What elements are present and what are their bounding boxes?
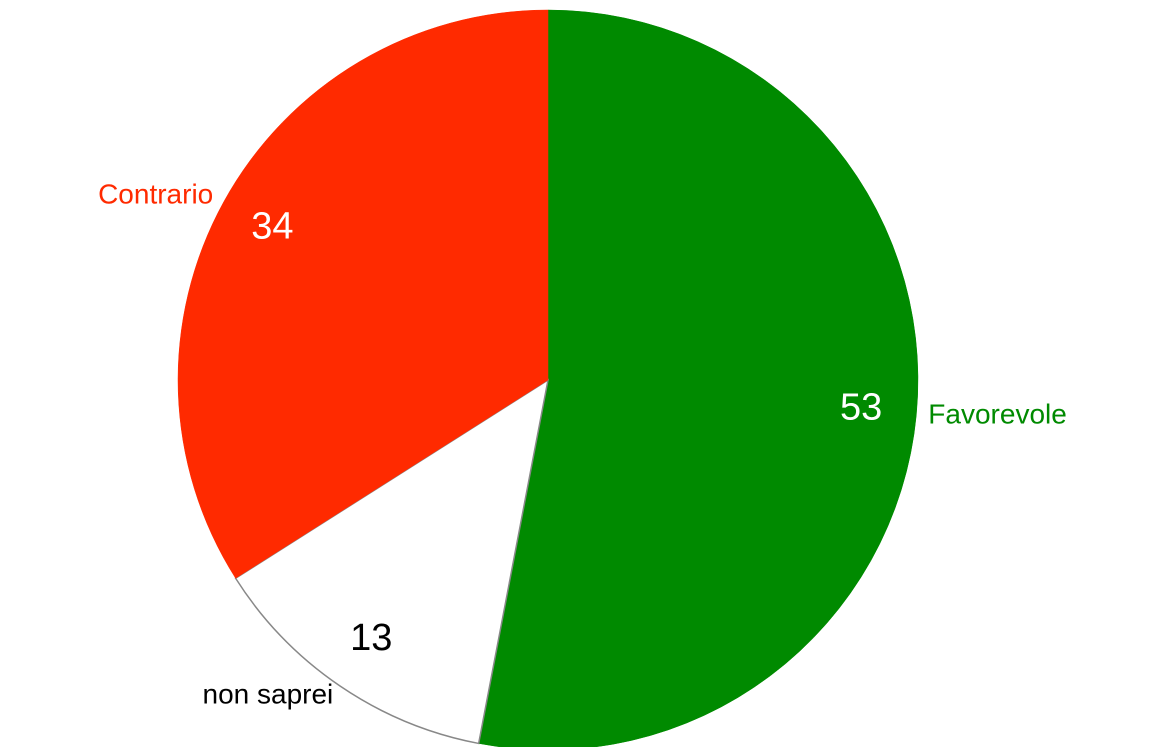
- value-label: 34: [251, 206, 293, 248]
- pie-slice: [177, 9, 549, 579]
- pie-slice: [478, 9, 919, 747]
- category-label: Contrario: [98, 178, 213, 209]
- value-label: 53: [840, 387, 882, 429]
- category-label: non saprei: [203, 678, 334, 709]
- category-label: Favorevole: [928, 398, 1067, 429]
- pie-slice: [234, 378, 550, 745]
- value-label: 13: [350, 617, 392, 659]
